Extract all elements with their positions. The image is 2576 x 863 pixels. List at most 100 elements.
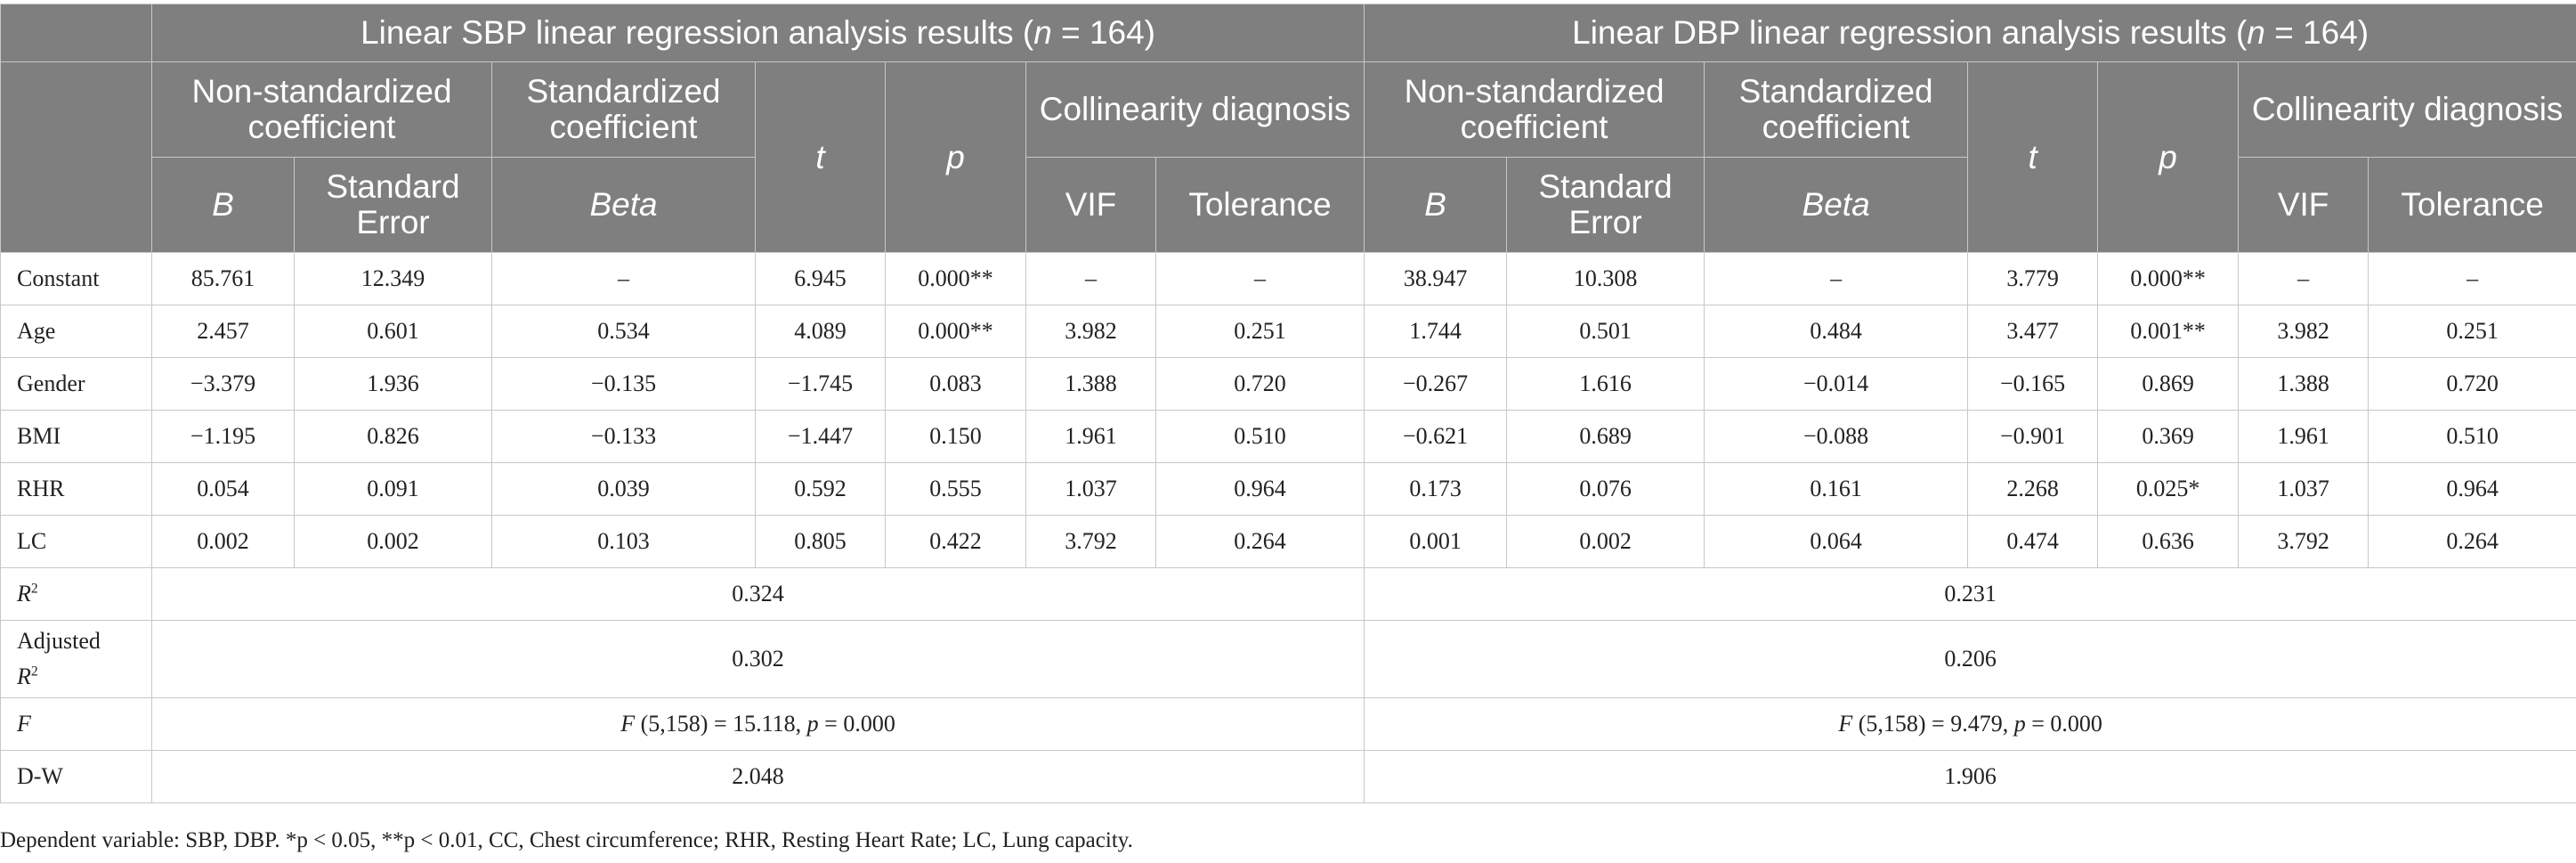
dbp-tolerance-cell: 0.964 [2368, 462, 2576, 516]
standardized-header: Standardized coefficient [1704, 61, 1969, 158]
vif-header: VIF [2238, 157, 2369, 253]
non-standardized-header: Non-standardized coefficient [1364, 61, 1705, 158]
row-label: LC [0, 515, 152, 568]
table-body: Constant 85.761 12.349 – 6.945 0.000** –… [0, 252, 2576, 803]
row-label: D-W [0, 750, 152, 803]
dbp-r-squared-value: 0.231 [1364, 567, 2576, 621]
dbp-b-cell: 38.947 [1364, 252, 1508, 305]
sbp-t-cell: −1.745 [755, 357, 886, 411]
sbp-p-cell: 0.555 [885, 462, 1026, 516]
dbp-beta-cell: 0.484 [1704, 305, 1969, 358]
sbp-b-cell: 85.761 [151, 252, 295, 305]
f-statistic-row: F F (5,158) = 15.118, p = 0.000 F (5,158… [0, 697, 2576, 751]
dbp-t-cell: 3.779 [1967, 252, 2099, 305]
sbp-tolerance-cell: 0.720 [1154, 357, 1365, 411]
dbp-beta-cell: −0.088 [1704, 410, 1969, 463]
sbp-vif-cell: 3.792 [1025, 515, 1156, 568]
sbp-beta-cell: −0.135 [491, 357, 756, 411]
dbp-t-cell: 0.474 [1967, 515, 2099, 568]
sbp-std-error-cell: 1.936 [294, 357, 492, 411]
corner-cell [0, 61, 152, 253]
sbp-vif-cell: 3.982 [1025, 305, 1156, 358]
dbp-t-cell: 2.268 [1967, 462, 2099, 516]
table-row: RHR 0.054 0.091 0.039 0.592 0.555 1.037 … [0, 462, 2576, 516]
collinearity-header: Collinearity diagnosis [1025, 61, 1365, 158]
sbp-t-cell: 0.592 [755, 462, 886, 516]
dbp-beta-cell: 0.161 [1704, 462, 1969, 516]
dbp-p-cell: 0.636 [2097, 515, 2240, 568]
dbp-p-cell: 0.001** [2097, 305, 2240, 358]
dbp-b-cell: 1.744 [1364, 305, 1508, 358]
row-label: R2 [0, 567, 152, 621]
dbp-b-cell: −0.621 [1364, 410, 1508, 463]
r-squared-row: R2 0.324 0.231 [0, 567, 2576, 621]
sbp-std-error-cell: 0.826 [294, 410, 492, 463]
dbp-vif-cell: 3.982 [2238, 305, 2369, 358]
dbp-vif-cell: 1.388 [2238, 357, 2369, 411]
dbp-std-error-cell: 0.501 [1506, 305, 1705, 358]
sbp-t-cell: 0.805 [755, 515, 886, 568]
sbp-t-cell: 4.089 [755, 305, 886, 358]
corner-cell [0, 4, 152, 62]
dbp-t-cell: −0.165 [1967, 357, 2099, 411]
dbp-section-title: Linear DBP linear regression analysis re… [1364, 4, 2576, 62]
dbp-tolerance-cell: 0.251 [2368, 305, 2576, 358]
dbp-t-cell: 3.477 [1967, 305, 2099, 358]
sbp-b-cell: −1.195 [151, 410, 295, 463]
sbp-beta-cell: −0.133 [491, 410, 756, 463]
table-row: LC 0.002 0.002 0.103 0.805 0.422 3.792 0… [0, 515, 2576, 568]
dbp-durbin-watson-value: 1.906 [1364, 750, 2576, 803]
sbp-tolerance-cell: 0.264 [1154, 515, 1365, 568]
dbp-beta-cell: – [1704, 252, 1969, 305]
dbp-tolerance-cell: 0.720 [2368, 357, 2576, 411]
row-label: F [0, 697, 152, 751]
dbp-beta-cell: −0.014 [1704, 357, 1969, 411]
table-row: BMI −1.195 0.826 −0.133 −1.447 0.150 1.9… [0, 410, 2576, 463]
durbin-watson-row: D-W 2.048 1.906 [0, 750, 2576, 803]
beta-header: Beta [1704, 157, 1969, 253]
sbp-tolerance-cell: 0.510 [1154, 410, 1365, 463]
b-header: B [1364, 157, 1508, 253]
p-header: p [2097, 61, 2240, 253]
tolerance-header: Tolerance [2368, 157, 2576, 253]
dbp-std-error-cell: 1.616 [1506, 357, 1705, 411]
t-header: t [1967, 61, 2099, 253]
dbp-f-statistic-value: F (5,158) = 9.479, p = 0.000 [1364, 697, 2576, 751]
sbp-beta-cell: 0.534 [491, 305, 756, 358]
beta-header: Beta [491, 157, 756, 253]
sbp-b-cell: −3.379 [151, 357, 295, 411]
dbp-std-error-cell: 0.076 [1506, 462, 1705, 516]
row-label: RHR [0, 462, 152, 516]
sbp-p-cell: 0.083 [885, 357, 1026, 411]
regression-table: Linear SBP linear regression analysis re… [0, 4, 2576, 803]
sbp-std-error-cell: 0.091 [294, 462, 492, 516]
sbp-p-cell: 0.000** [885, 305, 1026, 358]
sbp-beta-cell: 0.039 [491, 462, 756, 516]
standardized-header: Standardized coefficient [491, 61, 756, 158]
dbp-vif-cell: – [2238, 252, 2369, 305]
sbp-tolerance-cell: 0.251 [1154, 305, 1365, 358]
sbp-b-cell: 2.457 [151, 305, 295, 358]
vif-header: VIF [1025, 157, 1156, 253]
sbp-t-cell: −1.447 [755, 410, 886, 463]
table-row: Age 2.457 0.601 0.534 4.089 0.000** 3.98… [0, 305, 2576, 358]
dbp-p-cell: 0.369 [2097, 410, 2240, 463]
sbp-std-error-cell: 12.349 [294, 252, 492, 305]
dbp-p-cell: 0.000** [2097, 252, 2240, 305]
dbp-b-cell: 0.001 [1364, 515, 1508, 568]
sbp-section-title: Linear SBP linear regression analysis re… [150, 4, 1365, 62]
sbp-adjusted-r-squared-value: 0.302 [150, 620, 1365, 698]
table-row: Constant 85.761 12.349 – 6.945 0.000** –… [0, 252, 2576, 305]
sbp-p-cell: 0.422 [885, 515, 1026, 568]
dbp-std-error-cell: 0.002 [1506, 515, 1705, 568]
dbp-b-cell: 0.173 [1364, 462, 1508, 516]
row-label: Constant [0, 252, 152, 305]
sbp-vif-cell: 1.388 [1025, 357, 1156, 411]
dbp-adjusted-r-squared-value: 0.206 [1364, 620, 2576, 698]
adjusted-r-squared-row: Adjusted R2 0.302 0.206 [0, 620, 2576, 698]
sbp-std-error-cell: 0.601 [294, 305, 492, 358]
row-label: Gender [0, 357, 152, 411]
t-header: t [755, 61, 886, 253]
dbp-vif-cell: 3.792 [2238, 515, 2369, 568]
sbp-std-error-cell: 0.002 [294, 515, 492, 568]
